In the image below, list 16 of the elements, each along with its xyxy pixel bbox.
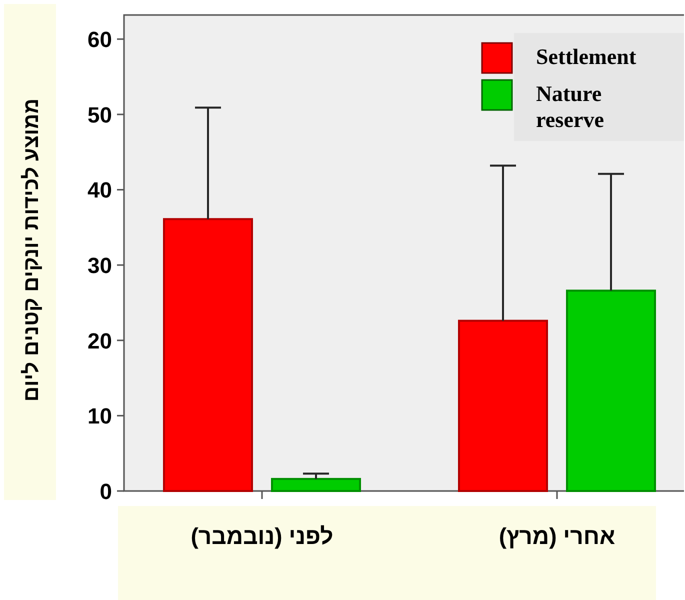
bar (458, 320, 548, 492)
bar (566, 290, 656, 492)
bar (163, 218, 253, 492)
y-tick-label: 0 (100, 479, 112, 504)
y-axis-title: ממוצע לכידות יונקים קטנים ליום (20, 98, 43, 402)
x-tick-label: לפני (נובמבר) (190, 522, 334, 551)
bar (271, 478, 361, 492)
y-tick-label: 60 (88, 27, 112, 52)
x-tick-label: אחרי (מרץ) (498, 522, 616, 551)
y-tick-label: 30 (88, 253, 112, 278)
y-tick-label: 50 (88, 102, 112, 128)
y-tick-label: 20 (88, 328, 112, 354)
legend-label: Nature reserve (536, 81, 605, 133)
legend-label: Settlement (536, 44, 638, 70)
y-tick-label: 10 (88, 404, 112, 429)
y-tick-label: 40 (88, 178, 112, 203)
